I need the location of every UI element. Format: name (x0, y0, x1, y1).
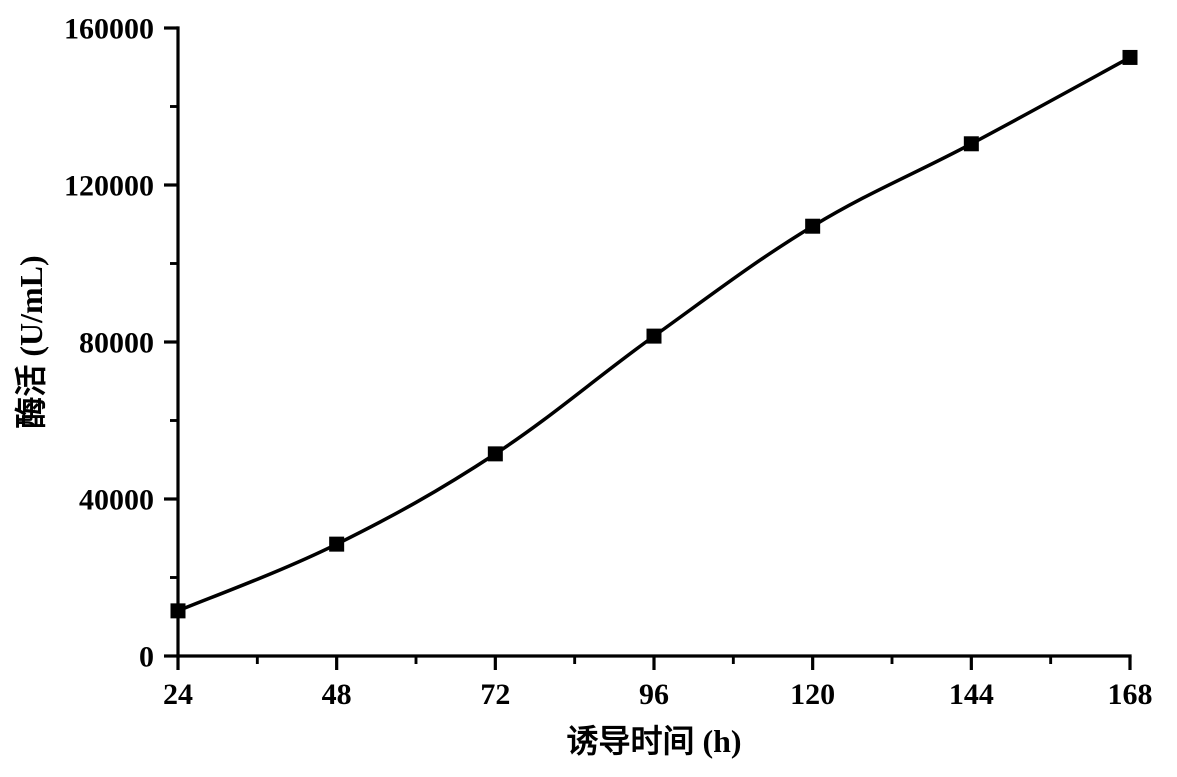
x-tick-label: 48 (322, 678, 352, 711)
x-tick-label: 96 (639, 678, 669, 711)
x-tick-label: 144 (949, 678, 994, 711)
y-tick-label: 40000 (79, 484, 154, 517)
data-marker (171, 604, 185, 618)
x-tick-label: 168 (1108, 678, 1153, 711)
y-tick-label: 160000 (64, 13, 154, 46)
data-marker (1123, 50, 1137, 64)
chart-svg: 24 48 72 96 120 144 168 0 40000 80000 120000 160000… (0, 0, 1177, 777)
y-tick-label: 120000 (64, 170, 154, 203)
x-tick-label: 24 (163, 678, 193, 711)
y-axis-title: 酶活 (U/mL) (13, 255, 49, 428)
x-tick-label: 72 (480, 678, 510, 711)
y-tick-label: 0 (139, 641, 154, 674)
x-tick-label: 120 (790, 678, 835, 711)
data-marker (647, 329, 661, 343)
data-marker (330, 537, 344, 551)
enzyme-activity-line-chart: 24 48 72 96 120 144 168 0 40000 80000 120000 160000… (0, 0, 1177, 777)
x-axis-title: 诱导时间 (h) (566, 723, 741, 759)
data-marker (964, 137, 978, 151)
data-marker (806, 219, 820, 233)
y-tick-label: 80000 (79, 327, 154, 360)
data-marker (488, 447, 502, 461)
